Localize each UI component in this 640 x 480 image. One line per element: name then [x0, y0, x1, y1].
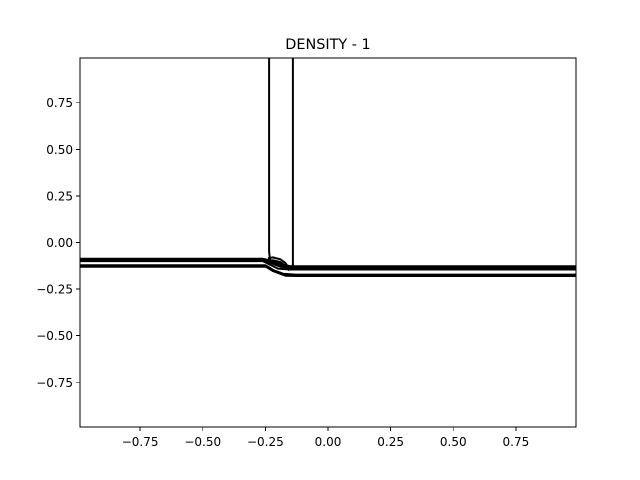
- y-tick-label: 0.25: [46, 189, 73, 203]
- x-tick-label: −0.25: [247, 435, 284, 449]
- y-tick-label: 0.00: [46, 236, 73, 250]
- y-tick-label: −0.50: [36, 329, 73, 343]
- contour-line-8: [267, 256, 289, 268]
- contour-lines: [80, 58, 576, 277]
- x-tick-label: 0.50: [440, 435, 467, 449]
- x-tick-label: −0.50: [184, 435, 221, 449]
- contour-line-5: [80, 265, 576, 277]
- contour-line-6: [268, 58, 272, 261]
- x-axis-ticks: −0.75 −0.50 −0.25 0.00 0.25 0.50 0.75: [122, 427, 530, 449]
- contour-line-3: [80, 260, 576, 271]
- x-tick-label: 0.00: [315, 435, 342, 449]
- x-tick-label: 0.25: [377, 435, 404, 449]
- contour-line-7: [290, 58, 294, 268]
- contour-line-9: [266, 259, 290, 272]
- x-tick-label: −0.75: [122, 435, 159, 449]
- y-axis-ticks: 0.75 0.50 0.25 0.00 −0.25 −0.50 −0.75: [36, 96, 80, 390]
- y-tick-label: 0.75: [46, 96, 73, 110]
- x-tick-label: 0.75: [503, 435, 530, 449]
- y-tick-label: −0.75: [36, 376, 73, 390]
- chart-title: DENSITY - 1: [285, 37, 370, 53]
- y-tick-label: 0.50: [46, 143, 73, 157]
- plot-area-frame: [79, 57, 577, 428]
- y-tick-label: −0.25: [36, 283, 73, 297]
